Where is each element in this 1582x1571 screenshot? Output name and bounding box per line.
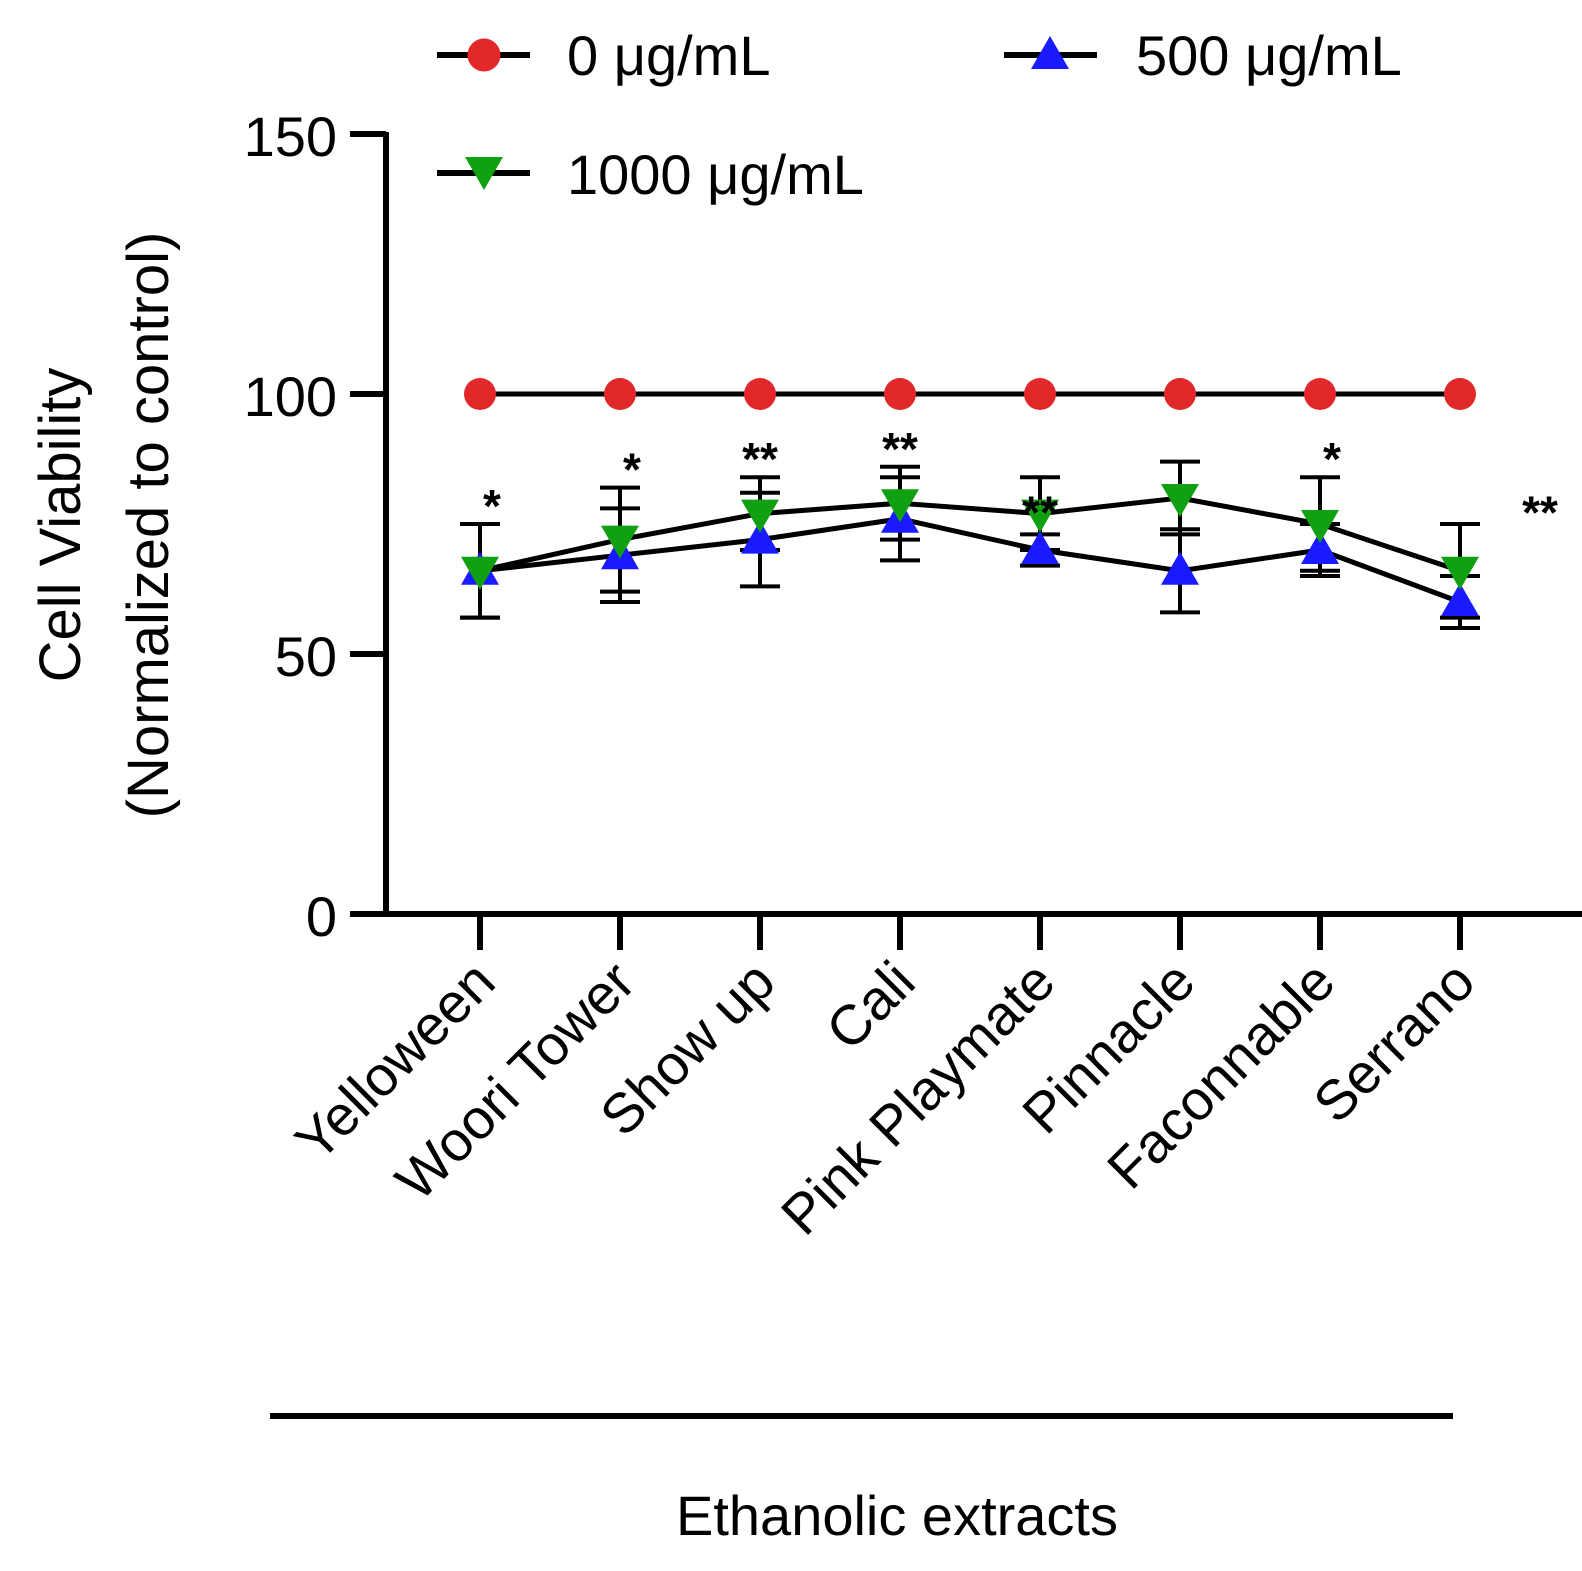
data-markers (461, 378, 1479, 616)
legend-label-500ugml: 500 μg/mL (1136, 24, 1402, 87)
y-tick-label-0: 0 (306, 885, 337, 948)
y-tick-label-150: 150 (244, 105, 337, 168)
y-axis-title-line1: Cell Viability (28, 368, 93, 683)
significance-mark: * (623, 444, 641, 496)
y-ticks: 0 50 100 150 (244, 105, 386, 948)
x-category-label: Cali (814, 949, 927, 1062)
data-point (1161, 484, 1199, 517)
significance-mark: * (1323, 433, 1341, 485)
data-point (1301, 510, 1339, 543)
significance-mark: * (483, 480, 501, 532)
data-point (1164, 378, 1196, 410)
legend-item-0ugml: 0 μg/mL (437, 24, 770, 87)
legend: 0 μg/mL 500 μg/mL 1000 μg/mL (437, 24, 1402, 206)
data-point (1021, 531, 1059, 564)
data-point (884, 378, 916, 410)
data-point (744, 378, 776, 410)
y-axis-title-line2: (Normalized to control) (116, 232, 181, 819)
data-point (1024, 378, 1056, 410)
legend-label-1000ugml: 1000 μg/mL (567, 143, 864, 206)
series-line-1 (479, 516, 1461, 605)
legend-item-1000ugml: 1000 μg/mL (437, 143, 864, 206)
data-point (1441, 556, 1479, 590)
data-point (461, 556, 499, 590)
data-point (1161, 551, 1199, 585)
significance-mark: ** (742, 433, 778, 485)
significance-marks: ** ** ******* (483, 423, 1558, 539)
y-tick-label-50: 50 (275, 625, 337, 688)
data-point (1021, 499, 1059, 533)
data-point (1444, 378, 1476, 410)
data-point (1301, 531, 1339, 564)
legend-item-500ugml: 500 μg/mL (1004, 24, 1402, 87)
y-tick-label-100: 100 (244, 365, 337, 428)
significance-mark: ** (1022, 486, 1058, 538)
data-point (1304, 378, 1336, 410)
data-point (1441, 583, 1479, 616)
x-group-title: Ethanolic extracts (676, 1484, 1118, 1547)
data-point (604, 378, 636, 410)
series-lines (479, 391, 1461, 605)
data-point (741, 520, 779, 554)
significance-mark: ** (882, 423, 918, 475)
data-point (881, 489, 919, 523)
data-point (741, 499, 779, 533)
significance-mark: ** (1522, 486, 1558, 538)
legend-label-0ugml: 0 μg/mL (567, 24, 770, 87)
data-point (464, 378, 496, 410)
series-line-2 (479, 495, 1461, 574)
data-point (601, 525, 639, 559)
